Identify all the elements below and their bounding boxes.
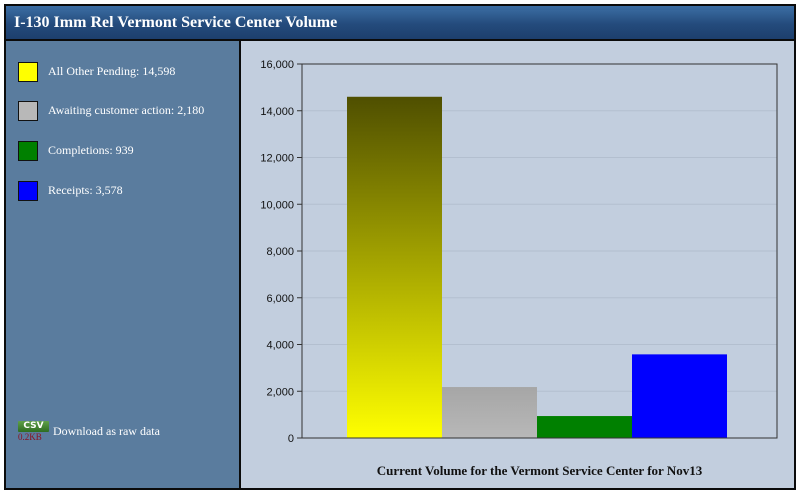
- y-tick-label: 6,000: [266, 293, 294, 305]
- legend-swatch: [18, 101, 38, 121]
- csv-icon[interactable]: CSV: [18, 421, 49, 432]
- y-tick-label: 14,000: [260, 106, 294, 118]
- chart-title: I-130 Imm Rel Vermont Service Center Vol…: [6, 6, 794, 41]
- y-tick-label: 0: [288, 433, 294, 445]
- legend-swatch: [18, 62, 38, 82]
- y-tick-label: 4,000: [266, 340, 294, 352]
- legend-label: Completions: 939: [48, 143, 134, 157]
- y-tick-label: 2,000: [266, 386, 294, 398]
- legend-swatch: [18, 141, 38, 161]
- legend-label: All Other Pending: 14,598: [48, 64, 176, 78]
- y-tick-label: 16,000: [260, 59, 294, 71]
- download-label[interactable]: Download as raw data: [53, 424, 160, 438]
- legend-label: Awaiting customer action: 2,180: [48, 103, 205, 117]
- bar-awaiting-customer-action: [442, 387, 537, 438]
- legend-panel: All Other Pending: 14,598 Awaiting custo…: [6, 41, 241, 488]
- bar-chart: 0 2,000 4,000 6,000 8,000 10,000 12,000 14,000 1…: [260, 59, 778, 478]
- y-tick-label: 8,000: [266, 246, 294, 258]
- bar-completions: [537, 416, 632, 438]
- csv-file-size: 0.2KB: [18, 432, 42, 442]
- bar-receipts: [632, 354, 727, 438]
- legend-swatch: [18, 181, 38, 201]
- download-csv-link[interactable]: CSV 0.2KB Download as raw data: [18, 421, 218, 445]
- y-tick-label: 12,000: [260, 153, 294, 165]
- chart-window: I-130 Imm Rel Vermont Service Center Vol…: [4, 4, 796, 490]
- y-tick-label: 10,000: [260, 199, 294, 211]
- x-axis-label: Current Volume for the Vermont Service C…: [377, 463, 703, 478]
- legend-label: Receipts: 3,578: [48, 183, 123, 197]
- bar-all-other-pending: [347, 96, 442, 438]
